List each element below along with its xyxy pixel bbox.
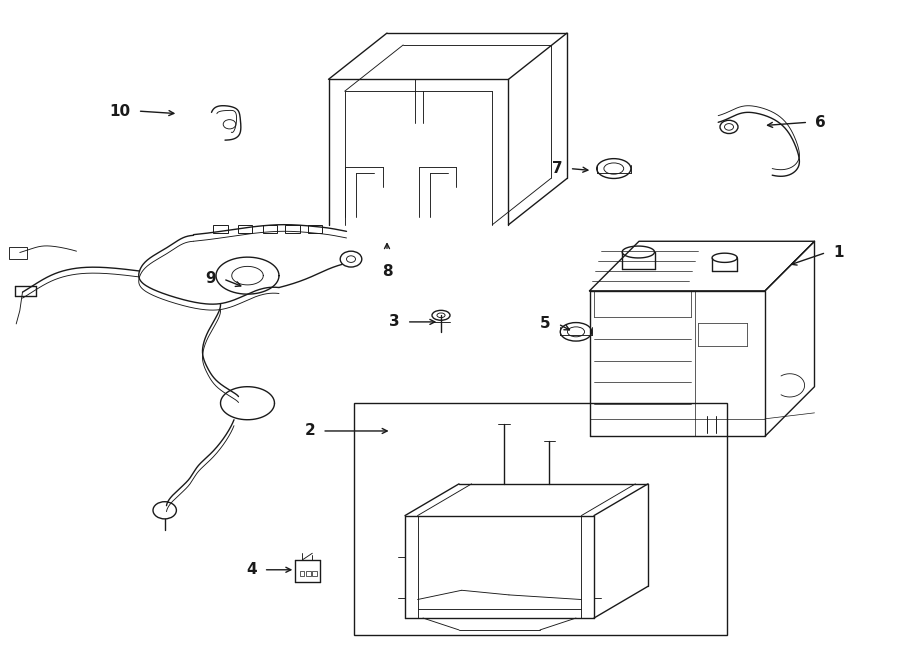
Bar (238, 225, 252, 233)
Bar (308, 225, 322, 233)
Text: 6: 6 (815, 115, 826, 130)
Bar (263, 225, 277, 233)
Text: 9: 9 (205, 272, 216, 286)
Text: 2: 2 (304, 424, 315, 438)
Bar (312, 571, 317, 576)
Bar (213, 225, 228, 233)
Bar (306, 571, 310, 576)
Bar (354, 403, 727, 635)
Text: 5: 5 (540, 317, 551, 331)
Text: 4: 4 (246, 563, 256, 577)
Text: 3: 3 (389, 315, 400, 329)
Text: 10: 10 (110, 104, 130, 118)
Text: 8: 8 (382, 264, 392, 280)
Text: 1: 1 (833, 245, 844, 260)
Text: 7: 7 (552, 161, 562, 176)
Bar (285, 225, 300, 233)
Bar (300, 571, 304, 576)
Bar (9, 247, 27, 259)
